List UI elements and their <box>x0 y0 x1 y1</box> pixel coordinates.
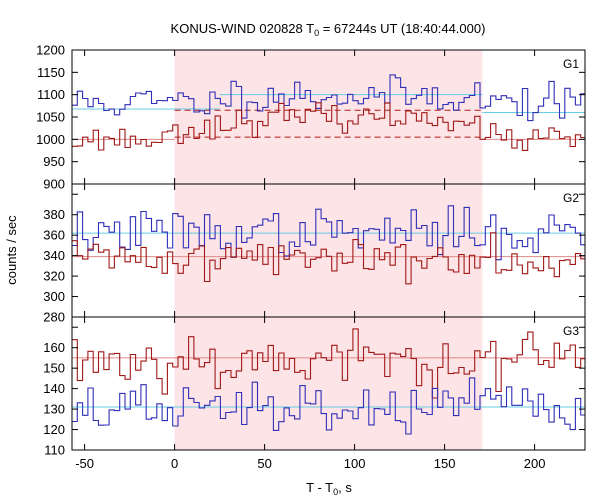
y-tick-label: 360 <box>43 228 65 243</box>
y-tick-label: 380 <box>43 207 65 222</box>
x-axis-label: T - T0, s <box>306 480 352 497</box>
y-tick-label: 280 <box>43 310 65 325</box>
series-blue <box>72 74 585 122</box>
panel-label: G1 <box>563 57 579 71</box>
series-blue <box>72 205 585 261</box>
y-tick-label: 1000 <box>36 132 65 147</box>
y-tick-label: 1050 <box>36 110 65 125</box>
series-blue <box>72 377 585 435</box>
y-tick-label: 340 <box>43 248 65 263</box>
shaded-interval <box>174 184 483 317</box>
shaded-interval <box>174 317 483 450</box>
y-tick-label: 950 <box>43 154 65 169</box>
y-tick-label: 300 <box>43 289 65 304</box>
y-tick-label: 120 <box>43 422 65 437</box>
series-red <box>72 102 585 151</box>
panel-label: G3 <box>563 324 579 338</box>
series-red <box>72 328 585 399</box>
x-tick-label: 200 <box>524 456 546 471</box>
x-tick-label: 150 <box>434 456 456 471</box>
y-tick-label: 110 <box>44 443 65 458</box>
x-tick-label: 100 <box>344 456 366 471</box>
y-tick-label: 900 <box>43 177 65 192</box>
y-tick-label: 160 <box>43 340 65 355</box>
y-tick-label: 140 <box>43 381 65 396</box>
y-tick-label: 1100 <box>37 87 65 102</box>
y-axis-label: counts / sec <box>4 215 19 285</box>
panel-frame <box>71 316 586 451</box>
panels-layer: 900 950 1000 1050 1100 1150 1200 G1 280 300 320 340… <box>36 43 586 458</box>
panel-g1: 900 950 1000 1050 1100 1150 1200 G1 <box>36 43 586 192</box>
panel-label: G2 <box>563 191 579 205</box>
y-tick-label: 150 <box>43 361 65 376</box>
panel-g2: 280 300 320 340 360 380 G2 <box>43 183 586 325</box>
chart-title: KONUS-WIND 020828 T0 = 67244s UT (18:40:… <box>171 21 486 38</box>
panel-g3: 110 120 130 140 150 160 G3 <box>43 316 586 458</box>
y-tick-label: 1150 <box>37 65 65 80</box>
y-tick-label: 1200 <box>36 43 65 58</box>
shaded-interval <box>174 50 483 184</box>
x-tick-label: 50 <box>257 456 271 471</box>
x-tick-label: -50 <box>75 456 94 471</box>
x-tick-labels: -50 0 50 100 150 200 <box>75 456 545 471</box>
y-tick-label: 130 <box>43 402 65 417</box>
series-red <box>72 232 585 285</box>
y-tick-label: 320 <box>43 269 65 284</box>
x-tick-label: 0 <box>171 456 178 471</box>
